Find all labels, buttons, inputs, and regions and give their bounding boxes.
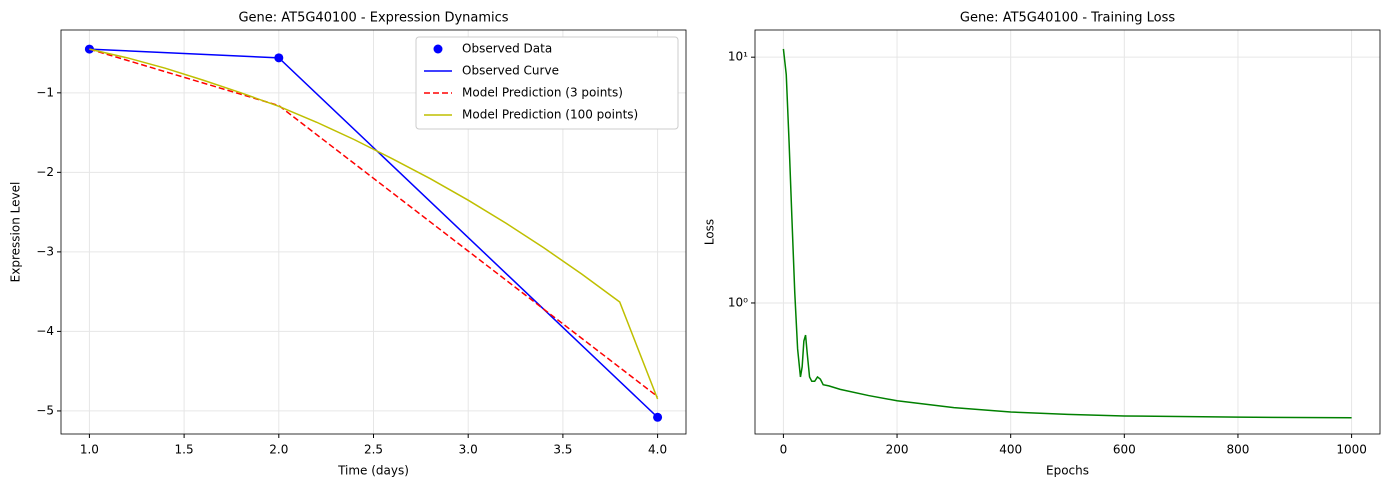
y-tick-label: −5 (36, 403, 54, 417)
legend-label: Model Prediction (100 points) (462, 108, 638, 122)
x-tick-label: 200 (886, 443, 909, 457)
series-line (89, 48, 659, 400)
legend-label: Observed Curve (462, 64, 559, 78)
x-axis-label: Epochs (1046, 464, 1089, 478)
plot-frame (60, 29, 687, 435)
legend-box (415, 36, 679, 130)
x-tick-label: 800 (1227, 443, 1250, 457)
y-axis-label: Expression Level (9, 182, 23, 283)
series-line (782, 48, 1352, 419)
x-tick-label: 4.0 (648, 443, 667, 457)
legend-label: Model Prediction (3 points) (462, 86, 623, 100)
x-tick-label: 600 (1113, 443, 1136, 457)
chart-title: Gene: AT5G40100 - Expression Dynamics (238, 11, 508, 26)
series-line (89, 48, 659, 418)
y-tick-label: −1 (36, 85, 54, 99)
x-tick-label: 400 (999, 443, 1022, 457)
y-tick-label: −3 (36, 244, 54, 258)
x-tick-label: 0 (780, 443, 788, 457)
x-tick-label: 2.0 (269, 443, 288, 457)
x-axis-label: Time (days) (337, 464, 409, 478)
series-line (89, 48, 659, 398)
x-tick-label: 1.5 (175, 443, 194, 457)
x-tick-label: 3.0 (459, 443, 478, 457)
y-tick-label: 10⁰ (728, 295, 748, 309)
x-tick-label: 2.5 (364, 443, 383, 457)
x-tick-label: 1000 (1336, 443, 1367, 457)
y-axis-label: Loss (703, 219, 717, 245)
y-tick-label: −2 (36, 165, 54, 179)
legend-label: Observed Data (462, 42, 552, 56)
legend-marker (433, 44, 443, 54)
plot-frame (754, 29, 1381, 435)
chart-title: Gene: AT5G40100 - Training Loss (960, 11, 1175, 26)
x-tick-label: 1.0 (80, 443, 99, 457)
y-tick-label: 10¹ (728, 50, 748, 64)
x-tick-label: 3.5 (553, 443, 572, 457)
y-tick-label: −4 (36, 324, 54, 338)
